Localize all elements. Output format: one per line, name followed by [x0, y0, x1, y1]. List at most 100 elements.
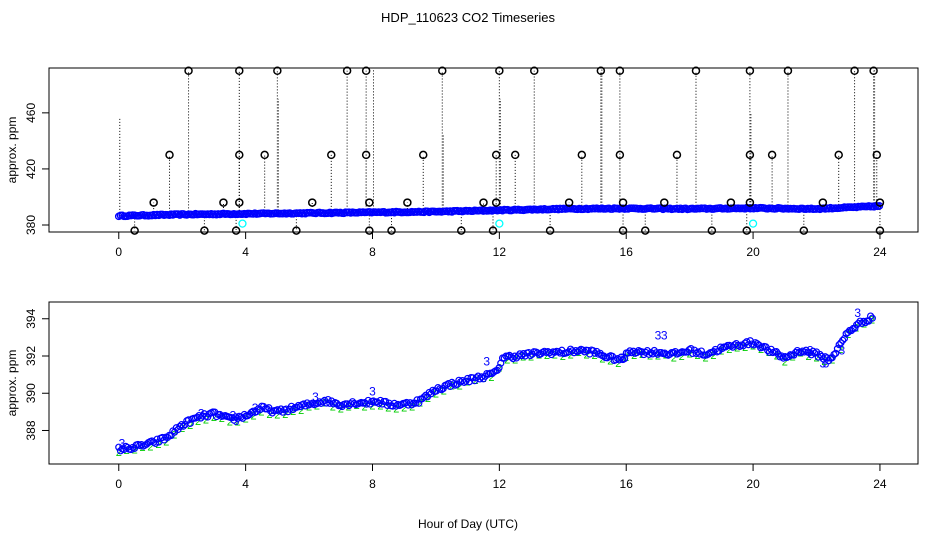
y-tick-label: 394 — [24, 308, 38, 328]
flagged-point — [235, 150, 244, 160]
flagged-point — [200, 226, 209, 235]
flagged-point — [577, 150, 587, 160]
measured-point — [434, 384, 442, 392]
measured-point — [347, 400, 355, 408]
x-tick-label: 24 — [873, 477, 887, 491]
measured-point — [694, 348, 702, 356]
flagged-point — [365, 198, 374, 207]
flagged-point — [618, 198, 628, 207]
flagged-point — [130, 226, 139, 235]
measured-point — [687, 345, 695, 353]
flagged-point — [342, 66, 352, 76]
x-tick-label: 16 — [620, 477, 634, 491]
flagged-point — [361, 150, 371, 160]
flagged-point — [479, 198, 488, 207]
flagged-point — [387, 226, 396, 235]
measured-point — [654, 350, 662, 358]
measured-point — [233, 414, 241, 422]
flagged-point — [438, 66, 447, 76]
flagged-point — [495, 66, 504, 76]
flagged-point — [307, 198, 317, 207]
measured-point — [266, 407, 275, 415]
smoothed-marker: 2 — [274, 410, 280, 422]
measured-point — [645, 350, 653, 358]
smoothed-marker: 2 — [813, 353, 819, 365]
measured-point — [641, 348, 650, 356]
bottom-plot-axes: 0 4 8 12 16 20 24 388 390 392 394 — [24, 308, 887, 491]
flagged-point — [875, 198, 885, 207]
measured-point — [753, 340, 761, 348]
measured-point — [835, 341, 843, 349]
flagged-point — [872, 150, 882, 160]
x-tick-label: 12 — [493, 477, 507, 491]
smoothed-marker: 2 — [726, 344, 732, 356]
flagged-point — [726, 198, 736, 207]
excursion-marker: 3 — [230, 409, 237, 423]
smoothed-marker: 2 — [235, 416, 241, 428]
measured-point — [832, 349, 840, 357]
y-tick-label: 392 — [24, 346, 38, 366]
flagged-point — [640, 226, 650, 235]
measured-point — [546, 349, 554, 357]
x-tick-label: 4 — [242, 477, 249, 491]
excursion-marker: 3 — [839, 343, 846, 357]
flagged-point — [403, 198, 412, 207]
calibration-point — [748, 219, 758, 228]
smoothed-marker: 2 — [346, 402, 352, 414]
flagged-point — [292, 226, 301, 235]
measured-point — [376, 396, 385, 405]
smoothed-marker: 2 — [298, 405, 304, 417]
flagged-point — [149, 198, 158, 207]
flagged-point — [745, 198, 755, 207]
excursion-marker: 3 — [655, 329, 662, 343]
flagged-point — [165, 150, 174, 160]
flagged-point — [219, 198, 228, 207]
smoothed-marker: 2 — [139, 442, 145, 454]
y-tick-label: 388 — [24, 420, 38, 440]
flagged-point — [799, 226, 809, 235]
measured-point — [130, 444, 139, 452]
flagged-point — [545, 226, 555, 235]
measured-point — [324, 395, 332, 404]
measured-point — [490, 368, 498, 376]
measured-point — [791, 348, 800, 357]
excursion-marker: 3 — [312, 390, 319, 404]
y-tick-label: 390 — [24, 383, 38, 403]
flagged-point — [510, 150, 520, 160]
flagged-point — [235, 198, 244, 207]
measured-point — [240, 410, 248, 419]
x-tick-label: 0 — [115, 477, 122, 491]
smoothed-marker: 2 — [401, 402, 407, 414]
measured-point — [709, 348, 718, 356]
flagged-point — [457, 226, 466, 235]
measured-point — [718, 344, 726, 353]
excursion-marker: 3 — [252, 401, 259, 415]
smoothed-marker: 2 — [671, 353, 677, 365]
smoothed-marker: 2 — [227, 417, 233, 429]
excursion-marker: 3 — [807, 343, 814, 357]
smoothed-marker: 2 — [710, 350, 716, 362]
x-tick-label: 24 — [873, 245, 887, 259]
flagged-point — [365, 226, 374, 235]
smoothed-marker: 2 — [147, 441, 153, 453]
measured-point — [179, 422, 187, 430]
flagged-point — [231, 226, 241, 235]
measured-point — [697, 347, 705, 355]
measured-point — [172, 424, 180, 432]
flagged-point — [767, 150, 777, 160]
flagged-point — [184, 66, 193, 76]
measured-point — [628, 349, 636, 357]
flagged-point — [529, 66, 539, 76]
measured-point — [495, 364, 503, 372]
bottom-y-axis-label: approx. ppm — [5, 350, 19, 417]
measured-point — [300, 400, 308, 408]
smoothed-marker: 2 — [568, 350, 574, 362]
smoothed-marker: 2 — [782, 356, 788, 368]
measured-point — [247, 408, 255, 416]
smoothed-marker: 2 — [655, 350, 661, 362]
flagged-point — [818, 198, 828, 207]
smoothed-marker: 2 — [282, 409, 288, 421]
flagged-point — [615, 150, 625, 160]
smoothed-marker: 2 — [576, 347, 582, 359]
measured-point — [839, 336, 847, 344]
